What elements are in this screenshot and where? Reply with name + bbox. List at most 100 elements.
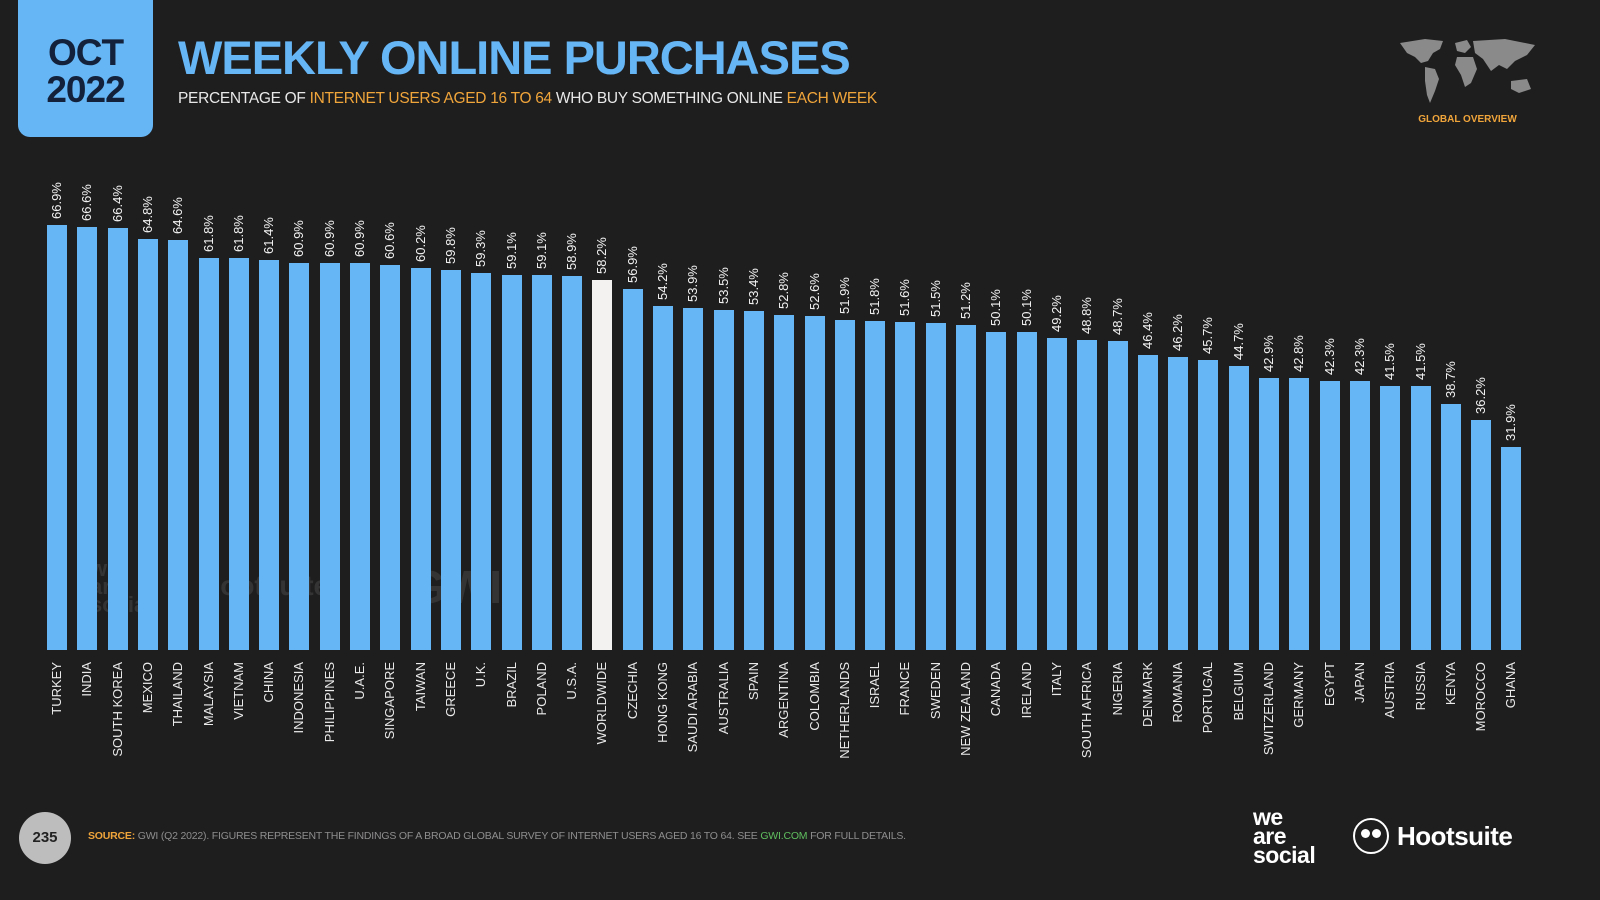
- value-label: 59.8%: [442, 227, 458, 265]
- category-label: IRELAND: [1018, 662, 1034, 719]
- value-label: 61.4%: [261, 217, 277, 255]
- category-label: ARGENTINA: [776, 662, 792, 738]
- value-label: 31.9%: [1503, 404, 1519, 442]
- category-label: POLAND: [533, 662, 549, 716]
- category-label: MOROCCO: [1473, 662, 1489, 732]
- category-label: CZECHIA: [624, 662, 640, 720]
- value-label: 52.8%: [776, 271, 792, 309]
- subtitle-part: PERCENTAGE OF: [178, 90, 310, 107]
- category-label: ISRAEL: [867, 662, 883, 709]
- category-label: SOUTH AFRICA: [1079, 662, 1095, 759]
- value-label: 58.9%: [564, 233, 580, 270]
- bar-worldwide: [592, 280, 613, 650]
- value-label: 60.6%: [382, 222, 398, 260]
- bar-romania: [1168, 356, 1189, 650]
- bar-germany: [1289, 378, 1310, 650]
- bar-south-africa: [1077, 340, 1098, 650]
- category-label: SWITZERLAND: [1261, 662, 1276, 756]
- bar-u-a-e: [350, 263, 370, 650]
- hootsuite-wordmark: Hootsuite: [1397, 820, 1513, 851]
- value-label: 64.8%: [139, 195, 155, 233]
- category-label: WORLDWIDE: [594, 662, 610, 745]
- category-label: GERMANY: [1291, 662, 1307, 728]
- value-label: 53.9%: [685, 264, 701, 302]
- bar-hong-kong: [653, 305, 673, 650]
- value-label: 51.8%: [867, 278, 883, 316]
- value-label: 54.2%: [655, 262, 670, 300]
- bar-malaysia: [198, 257, 219, 650]
- world-map-icon: [1400, 39, 1535, 103]
- bar-nigeria: [1107, 340, 1128, 650]
- value-label: 60.9%: [291, 220, 307, 258]
- bar-morocco: [1471, 420, 1492, 650]
- category-label: NETHERLANDS: [836, 662, 852, 759]
- bar-austria: [1380, 386, 1401, 650]
- value-label: 46.4%: [1139, 312, 1155, 350]
- bar-kenya: [1440, 404, 1461, 650]
- category-label: JAPAN: [1351, 662, 1367, 703]
- value-label: 48.7%: [1109, 297, 1125, 335]
- category-label: MEXICO: [139, 662, 155, 714]
- bar-japan: [1349, 381, 1370, 650]
- value-label: 53.5%: [715, 267, 731, 305]
- category-label: SWEDEN: [927, 662, 943, 720]
- bar-ghana: [1501, 447, 1522, 650]
- value-label: 51.6%: [897, 279, 913, 317]
- category-label: PORTUGAL: [1200, 662, 1216, 734]
- date-badge: OCT 2022: [18, 0, 153, 137]
- category-label: PHILIPPINES: [321, 662, 337, 743]
- value-label: 38.7%: [1442, 361, 1458, 399]
- bar-chart: 66.9% TURKEY 66.6% INDIA 66.4% SOUTH KOREA 64.…: [47, 182, 1522, 759]
- bar-denmark: [1137, 355, 1158, 650]
- bar-vietnam: [228, 257, 249, 650]
- date-month: OCT: [47, 32, 124, 73]
- value-label: 50.1%: [1018, 288, 1034, 326]
- logo-line: we: [1253, 804, 1283, 830]
- bar-new-zealand: [956, 324, 976, 650]
- bar-u-s-a: [562, 275, 583, 650]
- bar-switzerland: [1259, 377, 1279, 650]
- bar-greece: [440, 270, 461, 650]
- subtitle-part: WHO BUY SOMETHING ONLINE: [551, 90, 787, 107]
- category-label: ROMANIA: [1170, 662, 1186, 723]
- logo-line: social: [1253, 842, 1316, 868]
- value-label: 59.3%: [473, 230, 489, 268]
- value-label: 44.7%: [1230, 323, 1246, 361]
- hootsuite-logo: Hootsuite: [1353, 818, 1513, 854]
- value-label: 48.8%: [1079, 297, 1095, 335]
- value-label: 41.5%: [1382, 343, 1398, 381]
- value-label: 61.8%: [200, 214, 216, 252]
- category-label: SINGAPORE: [382, 662, 398, 740]
- category-label: U.K.: [473, 662, 489, 688]
- bar-mexico: [137, 238, 158, 650]
- category-label: NEW ZEALAND: [958, 662, 973, 756]
- value-label: 59.1%: [503, 231, 519, 269]
- page-number: 235: [19, 812, 71, 864]
- category-label: RUSSIA: [1412, 662, 1428, 711]
- bar-netherlands: [834, 320, 855, 650]
- value-label: 53.4%: [745, 268, 761, 305]
- value-label: 42.8%: [1291, 335, 1307, 373]
- value-label: 49.2%: [1048, 294, 1064, 332]
- bar-brazil: [501, 274, 522, 650]
- source-tail: FOR FULL DETAILS.: [807, 830, 906, 842]
- bar-sweden: [925, 322, 946, 650]
- bar-turkey: [47, 225, 67, 650]
- value-label: 58.2%: [594, 237, 610, 275]
- value-label: 64.6%: [170, 196, 186, 234]
- category-label: ITALY: [1048, 662, 1064, 697]
- value-label: 46.2%: [1170, 313, 1186, 351]
- logo-line: are: [1253, 823, 1287, 849]
- value-label: 66.6%: [79, 184, 95, 222]
- bar-u-k: [471, 273, 492, 650]
- category-label: GHANA: [1503, 662, 1519, 709]
- bar-taiwan: [410, 267, 431, 650]
- bar-australia: [713, 310, 734, 650]
- source-link[interactable]: GWI.COM: [760, 830, 808, 842]
- bar-ireland: [1016, 331, 1037, 650]
- bar-france: [895, 322, 916, 650]
- category-label: INDIA: [79, 662, 95, 697]
- subtitle-highlight: EACH WEEK: [786, 90, 878, 107]
- category-label: CANADA: [988, 662, 1004, 717]
- category-label: GREECE: [442, 662, 458, 717]
